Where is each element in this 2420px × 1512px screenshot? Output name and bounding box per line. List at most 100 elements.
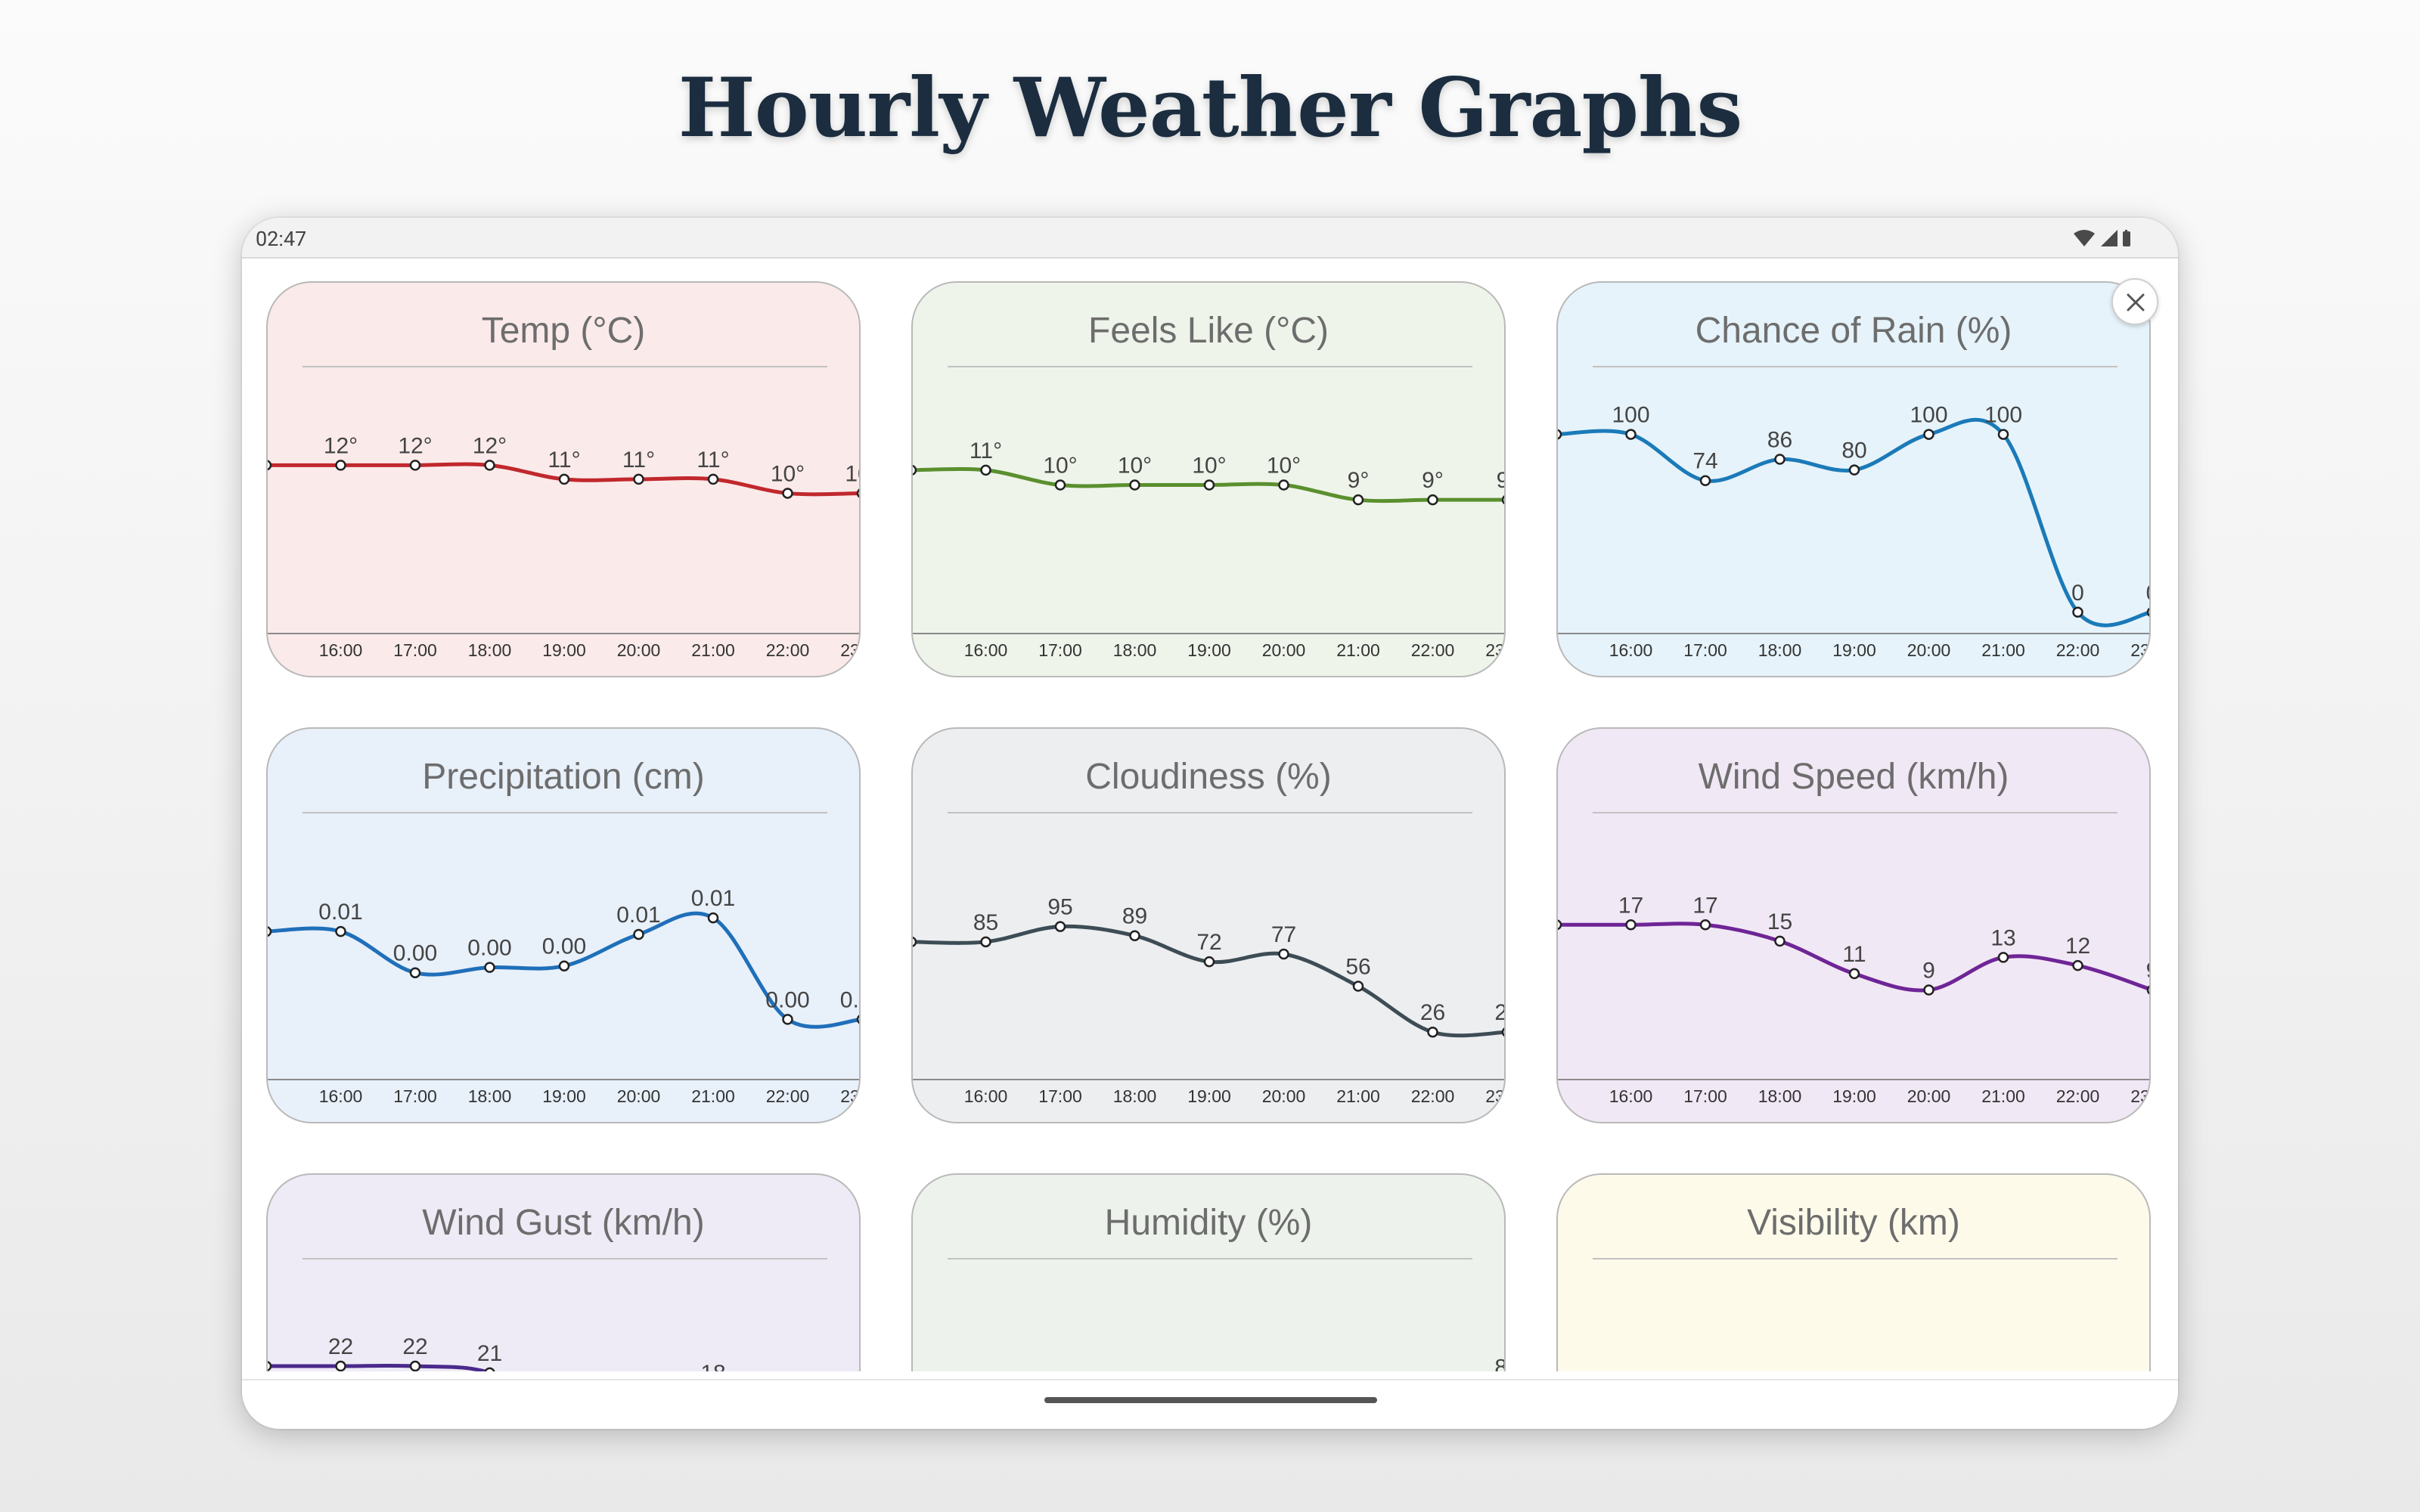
home-gesture-handle[interactable] — [1044, 1397, 1377, 1403]
data-point — [1699, 919, 1711, 931]
x-tick-label: 16:00 — [1609, 1086, 1653, 1106]
data-label: 10° — [1192, 454, 1226, 479]
chart-title: Feels Like (°C) — [1088, 311, 1329, 351]
data-point — [409, 1360, 421, 1371]
x-tick-label: 16:00 — [319, 640, 363, 660]
x-tick-label: 18:00 — [468, 1086, 512, 1106]
line-chart: 16:0017:0018:0019:0020:0021:0022:0023:00… — [913, 895, 1506, 1106]
data-point — [558, 473, 570, 485]
data-label: 100 — [1612, 403, 1649, 428]
close-icon — [2127, 293, 2145, 311]
x-tick-label: 22:00 — [1411, 640, 1455, 660]
x-tick-label: 22:00 — [1411, 1086, 1455, 1106]
data-point — [1923, 429, 1934, 440]
series-line — [268, 1363, 492, 1371]
data-label: 85 — [973, 910, 998, 935]
chart-card-3: Chance of Rain (%) 16:00 17:00 18:00 19:00 20… — [1556, 281, 2151, 677]
data-point — [1129, 930, 1140, 941]
cell-signal-icon — [2101, 230, 2118, 246]
x-tick-label: 18:00 — [1113, 1086, 1157, 1106]
line-chart: 16:0017:0018:0019:0020:0021:0022:0023:00… — [1558, 403, 2151, 660]
data-point — [2072, 606, 2083, 618]
navigation-bar — [242, 1379, 2178, 1429]
data-label: 10° — [1267, 454, 1301, 479]
chart-title: Chance of Rain (%) — [1695, 311, 2012, 351]
x-tick-label: 18:00 — [468, 640, 512, 660]
data-label: 100 — [1910, 403, 1947, 428]
title-divider — [1593, 366, 2118, 367]
x-tick-label: 23:00 — [1485, 640, 1506, 660]
data-point — [2072, 959, 2083, 971]
chart-title: Visibility (km) — [1747, 1203, 1960, 1243]
data-label: 0.01 — [318, 900, 362, 925]
data-label: 80 — [1841, 438, 1866, 463]
data-label: 9 — [1922, 958, 1935, 983]
line-chart: 16:0017:0018:0019:0020:0021:0022:0023:00… — [268, 433, 861, 660]
x-tick-label: 22:00 — [2056, 1086, 2100, 1106]
x-tick-label: 23:00 — [2130, 640, 2151, 660]
x-tick-label: 19:00 — [1187, 1086, 1231, 1106]
data-label: 56 — [1345, 955, 1370, 980]
data-label: 15 — [1767, 909, 1792, 934]
x-tick-label: 23:00 — [2130, 1086, 2151, 1106]
chart-card-8: Humidity (%) 16:0017:0018:0019:0020:0021:… — [911, 1173, 1506, 1371]
data-label: 17 — [1692, 893, 1717, 918]
data-point — [1427, 1026, 1438, 1038]
chart-title: Precipitation (cm) — [422, 757, 705, 797]
data-point — [1501, 495, 1504, 505]
page-headline: Hourly Weather Graphs — [678, 60, 1743, 156]
x-tick-label: 22:00 — [766, 1086, 810, 1106]
x-tick-label: 22:00 — [766, 640, 810, 660]
x-tick-label: 18:00 — [1758, 1086, 1802, 1106]
line-chart: 16:0017:0018:0019:0020:0021:0022:0023:00… — [268, 1334, 726, 1371]
chart-card-4: Precipitation (cm) 16:00 17:00 18:00 19:00 20… — [266, 727, 861, 1123]
data-point — [782, 1014, 793, 1025]
data-point — [484, 962, 495, 973]
data-label: 10° — [1118, 454, 1152, 479]
data-label: 17 — [1618, 893, 1643, 918]
x-tick-label: 17:00 — [1683, 640, 1727, 660]
data-point — [1054, 921, 1066, 932]
data-label: 10° — [1043, 454, 1077, 479]
x-tick-label: 23:00 — [840, 640, 861, 660]
data-point — [484, 460, 495, 471]
status-icons — [2072, 228, 2140, 246]
chart-title: Temp (°C) — [481, 311, 646, 351]
data-label: 9° — [1422, 468, 1444, 493]
x-tick-label: 16:00 — [964, 640, 1008, 660]
data-label: 0 — [2146, 581, 2151, 606]
data-point — [913, 936, 917, 947]
data-label: 86 — [1767, 427, 1792, 452]
data-point — [1501, 1027, 1504, 1037]
data-point — [1203, 479, 1215, 491]
data-label: 0 — [2071, 581, 2084, 606]
data-label: 9° — [1348, 468, 1370, 493]
battery-icon — [2123, 230, 2130, 246]
data-label: 22 — [328, 1334, 353, 1359]
x-tick-label: 16:00 — [964, 1086, 1008, 1106]
x-tick-label: 21:00 — [1981, 640, 2025, 660]
data-point — [1997, 429, 2009, 440]
x-tick-label: 19:00 — [1832, 1086, 1876, 1106]
x-tick-label: 19:00 — [542, 1086, 586, 1106]
data-label: 72 — [1196, 930, 1221, 955]
title-divider — [948, 1258, 1472, 1259]
data-point — [1625, 919, 1637, 931]
wifi-icon — [2074, 230, 2095, 246]
x-tick-label: 17:00 — [1683, 1086, 1727, 1106]
chart-card-9: Visibility (km)16:0017:0018:0019:0020:00… — [1556, 1173, 2151, 1371]
data-point — [1774, 935, 1786, 947]
x-tick-label: 16:00 — [1609, 640, 1653, 660]
data-label: 82 — [1494, 1355, 1506, 1371]
data-point — [1699, 475, 1711, 486]
data-label: 77 — [1271, 922, 1296, 947]
x-tick-label: 23:00 — [1485, 1086, 1506, 1106]
data-point — [856, 488, 859, 498]
chart-card-2: Feels Like (°C) 16:00 17:00 18:00 19:00 20:00… — [911, 281, 1506, 677]
x-tick-label: 22:00 — [2056, 640, 2100, 660]
close-button[interactable] — [2111, 278, 2158, 325]
line-chart: 16:0017:0018:0019:0020:0021:0022:0023:00… — [1494, 1355, 1506, 1371]
chart-title: Cloudiness (%) — [1085, 757, 1332, 797]
data-point — [707, 473, 719, 485]
data-point — [707, 912, 719, 924]
